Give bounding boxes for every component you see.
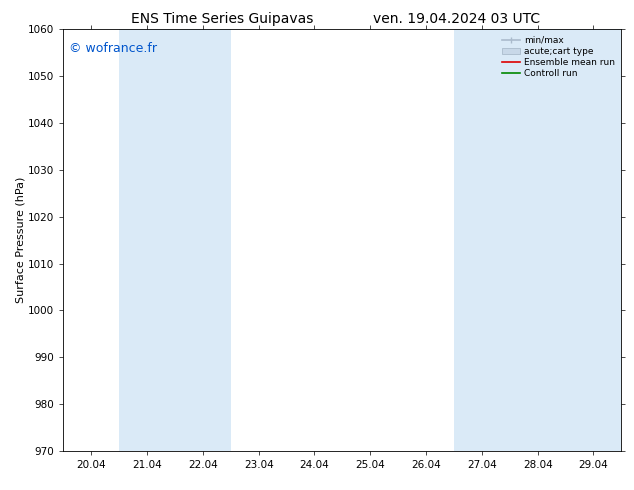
Text: © wofrance.fr: © wofrance.fr xyxy=(69,42,157,55)
Legend: min/max, acute;cart type, Ensemble mean run, Controll run: min/max, acute;cart type, Ensemble mean … xyxy=(500,34,617,80)
Bar xyxy=(566,29,621,451)
Y-axis label: Surface Pressure (hPa): Surface Pressure (hPa) xyxy=(15,177,25,303)
Bar xyxy=(454,29,510,451)
Text: ven. 19.04.2024 03 UTC: ven. 19.04.2024 03 UTC xyxy=(373,12,540,26)
Bar xyxy=(119,29,175,451)
Bar xyxy=(510,29,566,451)
Text: ENS Time Series Guipavas: ENS Time Series Guipavas xyxy=(131,12,313,26)
Bar xyxy=(175,29,231,451)
